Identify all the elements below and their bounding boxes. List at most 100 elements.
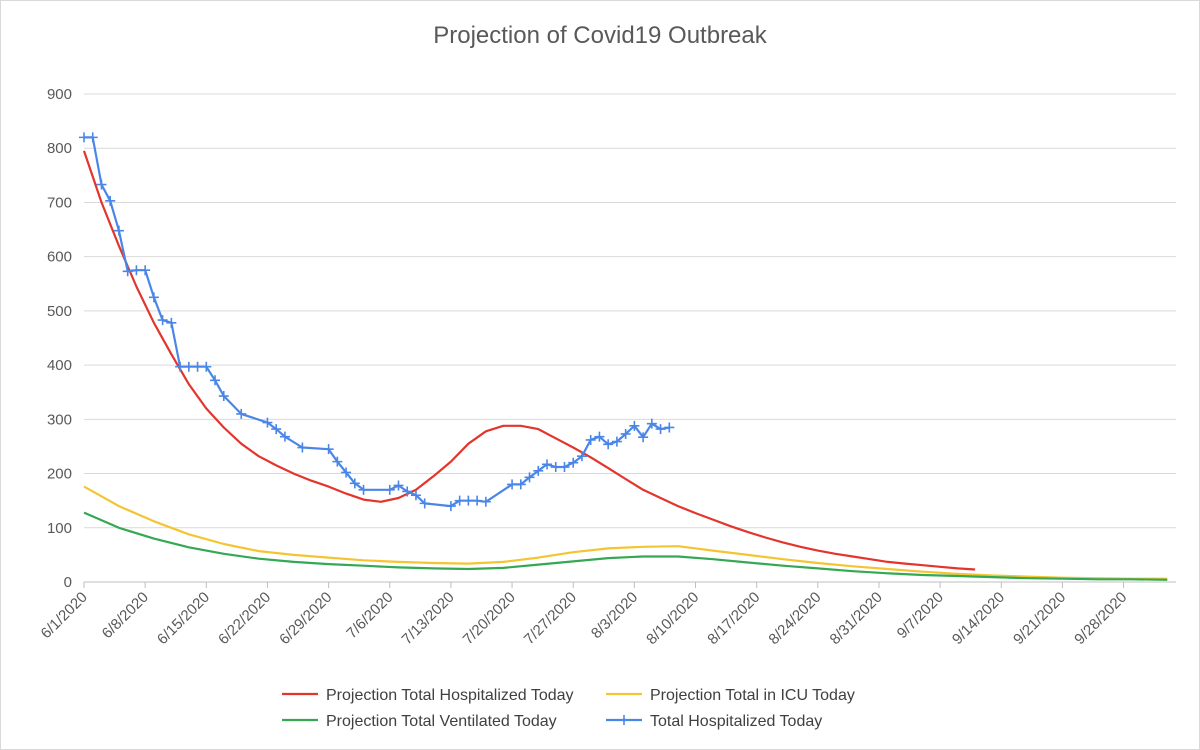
x-axis-ticks: 6/1/2020 6/8/2020 6/15/2020 6/22/2020 6/29/2… (38, 582, 1130, 648)
y-tick-label: 500 (47, 303, 72, 320)
data-point-marker (175, 361, 186, 372)
y-tick-label: 0 (64, 574, 72, 591)
data-point-marker (157, 315, 168, 326)
x-tick-label: 8/10/2020 (643, 589, 702, 648)
data-point-marker (192, 361, 203, 372)
data-point-marker (629, 420, 640, 431)
data-point-marker (271, 424, 282, 435)
data-point-marker (148, 292, 159, 303)
data-point-marker (419, 498, 430, 509)
series-line (83, 485, 1168, 580)
data-point-marker (603, 439, 614, 450)
data-point-marker (87, 132, 98, 143)
data-point-marker (297, 442, 308, 453)
data-point-marker (515, 479, 526, 490)
data-point-marker (279, 431, 290, 442)
data-point-marker (550, 462, 561, 473)
x-tick-label: 8/31/2020 (827, 589, 886, 648)
x-tick-label: 6/8/2020 (99, 589, 152, 642)
data-point-marker (638, 432, 649, 443)
y-tick-label: 200 (47, 466, 72, 483)
data-point-marker (542, 459, 553, 470)
x-tick-label: 8/24/2020 (765, 589, 824, 648)
data-point-marker (122, 266, 133, 277)
data-point-marker (454, 495, 465, 506)
data-point-marker (655, 424, 666, 435)
data-point-marker (183, 361, 194, 372)
data-point-marker (611, 436, 622, 447)
data-point-marker (594, 431, 605, 442)
series-lines (79, 132, 1168, 581)
x-tick-label: 6/22/2020 (215, 589, 274, 648)
data-point-marker (349, 478, 360, 489)
data-point-marker (585, 434, 596, 445)
x-tick-label: 9/28/2020 (1071, 589, 1130, 648)
data-point-marker (472, 495, 483, 506)
data-point-marker (463, 495, 474, 506)
data-point-marker (236, 408, 247, 419)
data-point-marker (332, 456, 343, 467)
series-line (83, 511, 1168, 581)
data-point-marker (79, 132, 89, 143)
series-line (82, 150, 976, 571)
data-point-marker (105, 195, 116, 206)
data-point-marker (384, 484, 395, 495)
data-point-marker (410, 490, 421, 501)
legend-label: Total Hospitalized Today (650, 713, 822, 730)
data-point-marker (559, 462, 570, 473)
data-point-marker (140, 265, 151, 276)
x-tick-label: 9/14/2020 (949, 589, 1008, 648)
data-point-marker (113, 225, 124, 236)
y-tick-label: 400 (47, 357, 72, 374)
data-point-marker (210, 375, 221, 386)
chart-title: Projection of Covid19 Outbreak (433, 22, 767, 49)
gridlines (84, 93, 1176, 529)
data-point-marker (646, 418, 657, 429)
data-point-marker (664, 422, 675, 433)
data-point-marker (323, 444, 334, 455)
data-point-marker (576, 451, 587, 462)
data-point-marker (358, 484, 369, 495)
x-tick-label: 8/17/2020 (704, 589, 763, 648)
data-point-marker (620, 428, 631, 439)
legend-marker (619, 715, 629, 725)
data-point-marker (480, 496, 491, 507)
legend-label: Projection Total Hospitalized Today (326, 687, 574, 704)
legend: Projection Total Hospitalized Today Proje… (282, 687, 855, 730)
data-point-marker (262, 417, 273, 428)
data-point-marker (166, 317, 177, 328)
x-tick-label: 6/15/2020 (154, 589, 213, 648)
y-tick-label: 600 (47, 249, 72, 266)
data-point-marker (507, 479, 518, 490)
x-tick-label: 9/21/2020 (1010, 589, 1069, 648)
x-tick-label: 6/1/2020 (38, 589, 91, 642)
x-tick-label: 7/20/2020 (460, 589, 519, 648)
y-axis-ticks: 0 100 200 300 400 500 600 700 800 900 (47, 86, 72, 591)
x-tick-label: 8/3/2020 (588, 589, 641, 642)
x-tick-label: 6/29/2020 (276, 589, 335, 648)
data-point-marker (201, 361, 212, 372)
data-point-marker (445, 501, 456, 512)
data-point-marker (568, 457, 579, 468)
x-tick-label: 7/27/2020 (521, 589, 580, 648)
data-point-marker (393, 480, 404, 491)
y-tick-label: 300 (47, 411, 72, 428)
data-point-marker (218, 391, 229, 402)
data-point-marker (341, 467, 352, 478)
data-point-marker (402, 486, 413, 497)
y-tick-label: 700 (47, 194, 72, 211)
data-point-marker (524, 472, 535, 483)
data-point-marker (96, 179, 107, 190)
data-point-marker (131, 265, 142, 276)
data-point-marker (533, 465, 544, 476)
legend-label: Projection Total in ICU Today (650, 687, 855, 704)
legend-label: Projection Total Ventilated Today (326, 713, 557, 730)
x-tick-label: 9/7/2020 (894, 589, 947, 642)
y-tick-label: 900 (47, 86, 72, 103)
x-tick-label: 7/13/2020 (399, 589, 458, 648)
x-tick-label: 7/6/2020 (343, 589, 396, 642)
y-tick-label: 800 (47, 140, 72, 157)
y-tick-label: 100 (47, 520, 72, 537)
